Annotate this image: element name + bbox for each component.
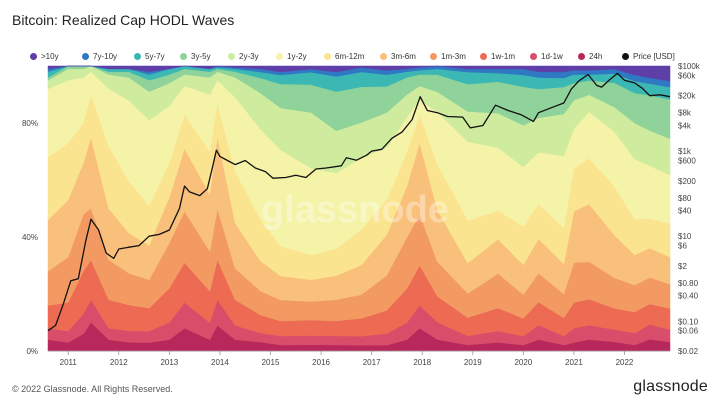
chart-title: Bitcoin: Realized Cap HODL Waves (12, 12, 235, 28)
copyright: © 2022 Glassnode. All Rights Reserved. (12, 384, 173, 394)
y-right-tick-label: $1k (678, 147, 692, 156)
axes: 2011 2012 2013 2014 2015 2016 2017 2018 2019 2020… (22, 62, 701, 367)
legend-label: >10y (41, 52, 59, 61)
y-right-tick-label: $100k (678, 62, 701, 71)
watermark: glassnode (261, 189, 449, 231)
y-right-tick-label: $200 (678, 177, 696, 186)
legend-item[interactable]: 1d-1w (530, 52, 563, 61)
y-right-tick-label: $80 (678, 194, 692, 203)
legend-swatch-icon (324, 53, 331, 60)
y-right-tick-label: $0.06 (678, 327, 699, 336)
legend-label: 24h (589, 52, 603, 61)
x-tick-label: 2019 (464, 358, 482, 367)
y-right-tick-label: $2 (678, 262, 687, 271)
x-tick-label: 2020 (514, 358, 532, 367)
legend-label: 3y-5y (191, 52, 211, 61)
x-tick-label: 2018 (413, 358, 431, 367)
legend-label: 1m-3m (441, 52, 466, 61)
legend-swatch-icon (380, 53, 387, 60)
legend-swatch-icon (228, 53, 235, 60)
legend-label: 2y-3y (239, 52, 259, 61)
legend-swatch-icon (622, 53, 629, 60)
x-tick-label: 2016 (312, 358, 330, 367)
legend-item[interactable]: 1m-3m (430, 52, 466, 61)
y-right-tick-label: $0.80 (678, 279, 699, 288)
y-right-tick-label: $8k (678, 109, 692, 118)
legend-swatch-icon (480, 53, 487, 60)
y-left-tick-label: 40% (22, 233, 38, 242)
legend-swatch-icon (530, 53, 537, 60)
legend-item[interactable]: 3m-6m (380, 52, 416, 61)
price-line (47, 72, 671, 332)
x-tick-label: 2013 (160, 358, 178, 367)
x-tick-label: 2012 (110, 358, 128, 367)
x-tick-label: 2011 (60, 358, 78, 367)
y-right-tick-label: $20k (678, 92, 696, 101)
x-tick-label: 2021 (565, 358, 583, 367)
x-tick-label: 2022 (616, 358, 634, 367)
legend-label: 1w-1m (491, 52, 516, 61)
legend-label: 3m-6m (391, 52, 416, 61)
legend-label: 6m-12m (335, 52, 365, 61)
y-right-tick-label: $0.02 (678, 347, 699, 356)
y-left-tick-label: 80% (22, 119, 38, 128)
legend-label: 7y-10y (93, 52, 118, 61)
x-tick-label: 2014 (211, 358, 229, 367)
legend-label: 1d-1w (541, 52, 563, 61)
band-10y (47, 65, 671, 82)
legend-label: 5y-7y (145, 52, 165, 61)
legend-item[interactable]: 3y-5y (180, 52, 211, 61)
legend-swatch-icon (30, 53, 37, 60)
x-tick-label: 2017 (363, 358, 381, 367)
legend-item[interactable]: 6m-12m (324, 52, 364, 61)
legend-item[interactable]: >10y (30, 52, 59, 61)
y-right-tick-label: $4k (678, 121, 692, 130)
x-tick-label: 2015 (262, 358, 280, 367)
legend-item[interactable]: 7y-10y (82, 52, 117, 61)
legend-item[interactable]: 24h (578, 52, 602, 61)
legend-item[interactable]: 1w-1m (480, 52, 515, 61)
legend-swatch-icon (276, 53, 283, 60)
y-right-tick-label: $60k (678, 71, 696, 80)
legend-swatch-icon (180, 53, 187, 60)
brand-logo: glassnode (633, 378, 708, 395)
legend-item[interactable]: 2y-3y (228, 52, 259, 61)
price-layer (47, 72, 671, 332)
legend-swatch-icon (82, 53, 89, 60)
legend-item[interactable]: 1y-2y (276, 52, 307, 61)
y-right-tick-label: $600 (678, 157, 696, 166)
y-right-tick-label: $0.10 (678, 317, 699, 326)
legend-swatch-icon (134, 53, 141, 60)
legend: >10y 7y-10y 5y-7y 3y-5y 2y-3y 1y-2y 6m-1… (30, 52, 710, 66)
legend-label: 1y-2y (287, 52, 307, 61)
legend-item[interactable]: Price [USD] (622, 52, 675, 61)
legend-item[interactable]: 5y-7y (134, 52, 165, 61)
band-areas (47, 65, 671, 352)
y-left-tick-label: 0% (26, 347, 38, 356)
y-right-tick-label: $10 (678, 232, 692, 241)
legend-label: Price [USD] (633, 52, 675, 61)
y-right-tick-label: $6 (678, 242, 687, 251)
y-right-tick-label: $40 (678, 207, 692, 216)
y-right-tick-label: $0.40 (678, 292, 699, 301)
legend-swatch-icon (430, 53, 437, 60)
legend-swatch-icon (578, 53, 585, 60)
